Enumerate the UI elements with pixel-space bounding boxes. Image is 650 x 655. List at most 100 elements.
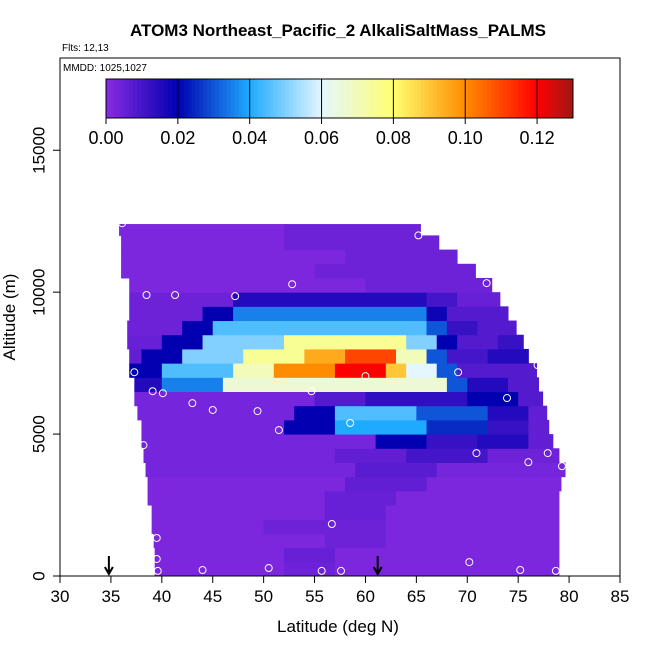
heat-cell — [121, 263, 316, 279]
colorbar-step — [168, 79, 173, 118]
heat-cell — [487, 405, 529, 421]
colorbar-step — [327, 79, 333, 118]
x-tick-label: 65 — [407, 587, 426, 606]
colorbar-step — [526, 79, 531, 118]
colorbar-step — [249, 79, 255, 118]
heat-cell — [426, 419, 489, 435]
flight-point — [231, 292, 240, 301]
x-tick-label: 55 — [305, 587, 324, 606]
colorbar-step — [464, 79, 469, 118]
heat-cell — [129, 292, 234, 307]
heat-cell — [426, 292, 458, 307]
colorbar-step — [374, 79, 379, 118]
colorbar-step — [471, 79, 477, 118]
heat-cell — [345, 476, 428, 492]
colorbar-step — [448, 79, 453, 118]
colorbar-step — [429, 79, 434, 118]
colorbar-step — [129, 79, 134, 118]
colorbar-step — [510, 79, 516, 118]
heat-cell — [233, 363, 275, 378]
colorbar-step — [347, 79, 352, 118]
colorbar-step — [487, 79, 492, 118]
heat-cell — [161, 377, 224, 393]
flight-point — [465, 558, 474, 567]
colorbar-step — [491, 79, 496, 118]
colorbar-step — [390, 79, 395, 118]
heat-cell — [528, 405, 548, 421]
colorbar-step — [320, 79, 325, 118]
heat-cell — [222, 377, 448, 393]
colorbar-step — [144, 79, 150, 118]
colorbar-step — [238, 79, 243, 118]
colorbar-step — [378, 79, 383, 118]
colorbar-step — [495, 79, 500, 118]
y-axis-label: Altitude (m) — [0, 274, 19, 361]
colorbar-step — [121, 79, 126, 118]
heat-cell — [426, 434, 478, 449]
colorbar-step — [172, 79, 177, 118]
colorbar-step — [421, 79, 426, 118]
colorbar-step — [133, 79, 138, 118]
heat-cell — [446, 306, 509, 322]
heat-cell — [284, 419, 336, 435]
heat-cell — [143, 448, 336, 463]
heat-cell — [385, 533, 560, 549]
heat-cell — [145, 462, 356, 478]
heat-cell — [141, 434, 377, 449]
heat-cell — [467, 391, 519, 407]
heat-cell — [202, 306, 234, 322]
heat-cell — [314, 391, 366, 407]
date-label: MMDD: 1025,1027 — [63, 63, 147, 74]
colorbar-step — [125, 79, 130, 118]
latitude-arrow — [104, 556, 114, 577]
colorbar-step — [343, 79, 348, 118]
colorbar-step — [203, 79, 208, 118]
x-tick-label: 70 — [458, 587, 477, 606]
colorbar-step — [456, 79, 461, 118]
heat-cell — [487, 348, 529, 364]
flight-point — [118, 219, 127, 228]
flight-point — [130, 368, 139, 377]
heat-cell — [324, 490, 397, 506]
heat-cell — [284, 334, 407, 350]
colorbar-step — [230, 79, 235, 118]
heat-cell — [457, 334, 499, 350]
flight-point — [502, 394, 511, 403]
colorbar-step — [211, 79, 216, 118]
colorbar-step — [549, 79, 554, 118]
colorbar-step — [537, 79, 543, 118]
colorbar-step — [207, 79, 212, 118]
heat-cell — [334, 561, 560, 577]
heat-cell — [121, 235, 285, 251]
flight-point — [153, 566, 162, 575]
heat-cell — [134, 391, 316, 407]
heat-cell — [134, 377, 163, 393]
flight-point — [543, 449, 552, 458]
colorbar-step — [522, 79, 527, 118]
colorbar-step — [323, 79, 329, 118]
colorbar-step — [164, 79, 169, 118]
heat-cell — [446, 377, 468, 393]
colorbar-step — [409, 79, 414, 118]
colorbar-step — [565, 79, 570, 118]
flight-point — [361, 372, 370, 381]
colorbar-step — [355, 79, 360, 118]
colorbar-step — [569, 79, 574, 118]
heat-cell — [334, 363, 387, 378]
heat-cell — [365, 277, 493, 293]
heat-cell — [154, 561, 285, 577]
flight-point — [152, 554, 161, 563]
colorbar-step — [479, 79, 484, 118]
heat-cell — [487, 448, 560, 463]
flight-point — [482, 279, 491, 288]
colorbar-step — [331, 79, 337, 118]
heat-cell — [467, 377, 509, 393]
flight-point — [264, 564, 273, 573]
y-tick-label: 10000 — [29, 269, 48, 316]
colorbar-step — [316, 79, 321, 118]
colorbar-step — [106, 79, 111, 118]
colorbar-step — [557, 79, 562, 118]
colorbar-step — [432, 79, 438, 118]
colorbar-step — [440, 79, 445, 118]
colorbar-step — [541, 79, 547, 118]
